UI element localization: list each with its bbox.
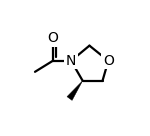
Text: N: N [66, 54, 76, 68]
Text: O: O [47, 31, 58, 45]
Polygon shape [67, 81, 83, 100]
Text: O: O [103, 54, 114, 68]
